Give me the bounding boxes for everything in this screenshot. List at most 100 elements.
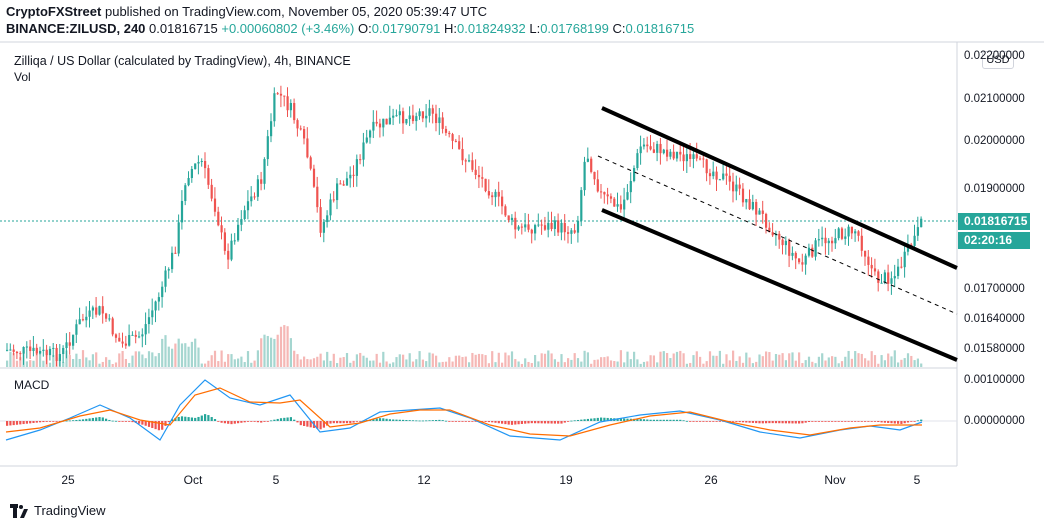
candle-body: [712, 171, 715, 177]
candle-body: [35, 347, 38, 354]
volume-bar: [741, 362, 745, 367]
macd-hist-bar: [788, 421, 791, 424]
volume-bar: [243, 362, 246, 367]
volume-bars: [6, 325, 923, 367]
volume-bar: [441, 361, 444, 367]
macd-hist-bar: [68, 420, 71, 422]
volume-bar: [791, 352, 794, 367]
candle-body: [471, 160, 474, 170]
macd-hist-bar: [250, 421, 253, 422]
volume-bar: [563, 362, 566, 367]
candle-body: [468, 160, 471, 162]
currency-badge[interactable]: USD: [982, 51, 1014, 69]
macd-hist-bar: [573, 420, 576, 422]
volume-bar: [530, 363, 533, 367]
candle-body: [675, 151, 679, 159]
tradingview-logo-icon: [10, 503, 28, 518]
volume-bar: [421, 359, 424, 367]
candle-body: [207, 168, 210, 185]
macd-hist-bar: [273, 419, 276, 421]
candle-body: [425, 115, 428, 119]
macd-hist-bar: [151, 421, 154, 429]
volume-bar: [642, 361, 646, 367]
volume-bar: [246, 351, 250, 367]
volume-bar: [223, 361, 226, 367]
volume-bar: [382, 351, 385, 367]
volume-bar: [256, 350, 259, 367]
macd-hist-bar: [441, 420, 444, 421]
volume-bar: [834, 356, 837, 367]
macd-hist-bar: [639, 419, 642, 421]
volume-bar: [718, 350, 721, 367]
volume-bar: [774, 354, 778, 367]
candle-body: [728, 175, 731, 182]
candle-body: [481, 177, 484, 179]
volume-bar: [794, 360, 797, 367]
macd-hist-bar: [55, 421, 58, 422]
volume-bar: [507, 355, 510, 367]
macd-hist-bar: [675, 419, 679, 421]
macd-label[interactable]: MACD: [14, 378, 50, 392]
macd-hist-bar: [349, 421, 352, 424]
macd-hist-bar: [794, 421, 797, 424]
candle-body: [880, 282, 883, 284]
brand-name: TradingView: [34, 503, 106, 518]
macd-hist-bar: [342, 421, 345, 424]
volume-bar: [114, 362, 118, 367]
macd-hist-bar: [345, 421, 349, 424]
candle-body: [854, 231, 857, 234]
candle-body: [527, 224, 530, 230]
macd-hist-bar: [114, 420, 118, 422]
tradingview-brand[interactable]: TradingView: [10, 503, 106, 518]
volume-bar: [392, 362, 395, 367]
volume-bar: [715, 355, 718, 367]
macd-hist-bar: [336, 421, 339, 424]
candle-body: [738, 184, 741, 189]
last-value: 0.01816715: [149, 21, 218, 36]
symbol-title[interactable]: Zilliqa / US Dollar (calculated by Tradi…: [14, 54, 351, 68]
macd-hist-bar: [237, 421, 240, 424]
close-label: C:: [612, 21, 626, 36]
macd-hist-bar: [260, 421, 263, 423]
volume-bar: [454, 355, 457, 367]
volume-bar: [580, 361, 583, 367]
volume-bar: [167, 346, 170, 367]
candle-body: [873, 268, 877, 272]
candle-body: [646, 144, 649, 147]
macd-hist-bar: [32, 421, 35, 424]
candle-body: [520, 226, 523, 228]
candle-body: [204, 161, 207, 169]
macd-hist-bar: [91, 417, 94, 421]
volume-bar: [606, 356, 609, 367]
macd-hist-bar: [402, 419, 405, 421]
candle-body: [240, 219, 243, 225]
candle-body: [210, 184, 213, 199]
candle-body: [788, 240, 791, 256]
volume-label[interactable]: Vol: [14, 70, 31, 84]
volume-bar: [596, 359, 599, 367]
candle-body: [484, 178, 487, 192]
candle-body: [547, 222, 550, 230]
high-label: H:: [444, 21, 458, 36]
macd-hist-bar: [679, 419, 682, 421]
candle-body: [151, 310, 154, 318]
macd-hist-bar: [194, 417, 197, 421]
candle-body: [408, 115, 411, 120]
macd-hist-bar: [695, 421, 698, 422]
volume-bar: [477, 353, 481, 367]
volume-bar: [758, 354, 761, 367]
candle-body: [765, 213, 768, 228]
volume-bar: [316, 356, 319, 367]
macd-hist-bar: [197, 416, 200, 421]
candle-body: [418, 111, 421, 117]
volume-bar: [435, 355, 438, 367]
candle-body: [534, 225, 537, 234]
macd-hist-bar: [45, 421, 48, 422]
candle-body: [260, 179, 263, 184]
volume-bar: [425, 361, 428, 367]
candle-body: [537, 224, 540, 226]
volume-bar: [385, 361, 388, 367]
volume-bar: [180, 343, 184, 367]
macd-hist-bar: [303, 421, 306, 426]
